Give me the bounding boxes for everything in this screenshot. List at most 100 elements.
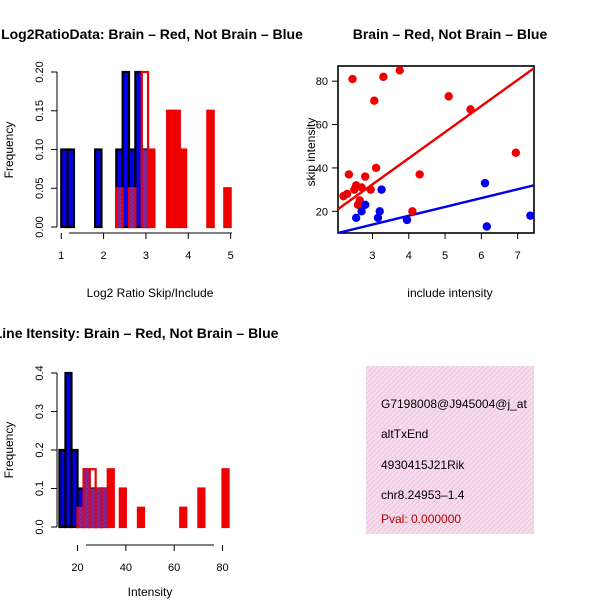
- y-tick-label: 0.10: [34, 139, 46, 160]
- intensity-histogram-title: Exon Line Itensity: Brain – Red, Not Bra…: [0, 325, 279, 341]
- point-brain: [415, 170, 424, 179]
- point-not-brain: [480, 178, 490, 188]
- y-tick-label: 0.15: [34, 100, 46, 121]
- y-tick-label: 0.00: [34, 216, 46, 237]
- ratio-x-label: Log2 Ratio Skip/Include: [87, 286, 214, 300]
- bar-overlap-hatch: [90, 488, 95, 527]
- y-tick-label: 0.0: [34, 519, 46, 534]
- intensity-x-ticks: 20 40 60 80: [71, 545, 229, 574]
- x-tick-label: 2: [101, 250, 107, 262]
- info-line-probe-id: G7198008@J945004@j_at: [381, 397, 527, 411]
- point-brain: [370, 96, 379, 105]
- scatter-points: [339, 66, 535, 231]
- bar-brain: [221, 468, 230, 529]
- x-tick-label: 20: [71, 562, 83, 574]
- bar-brain: [106, 468, 115, 529]
- x-tick-label: 4: [406, 250, 412, 262]
- x-tick-label: 1: [58, 250, 64, 262]
- point-brain: [357, 183, 366, 192]
- info-line-event-type: altTxEnd: [381, 427, 428, 441]
- point-not-brain: [377, 185, 386, 194]
- bar-not-brain: [94, 148, 103, 229]
- ratio-x-ticks: 1 2 3 4 5: [58, 233, 234, 262]
- y-tick-label: 20: [316, 206, 328, 218]
- scatter-title: Brain – Red, Not Brain – Blue: [353, 26, 548, 42]
- bar-brain: [197, 487, 206, 529]
- ratio-histogram-title: Log2RatioData: Brain – Red, Not Brain – …: [1, 26, 303, 42]
- scatter-y-ticks: 20 40 60 80: [316, 76, 338, 218]
- point-not-brain: [373, 213, 383, 223]
- info-pval: Pval: 0.000000: [381, 512, 461, 526]
- x-tick-label: 80: [216, 562, 228, 574]
- bar-overlap-hatch: [96, 488, 101, 527]
- point-brain: [361, 172, 370, 181]
- ratio-y-ticks: 0.00 0.05 0.10 0.15 0.20: [34, 61, 57, 238]
- intensity-histogram-bars: [58, 371, 230, 529]
- point-brain: [408, 207, 417, 216]
- fit-line-not-brain: [338, 184, 534, 233]
- scatter-x-ticks: 3 4 5 6 7: [369, 233, 521, 262]
- info-panel: G7198008@J945004@j_at altTxEnd 4930415J2…: [366, 366, 534, 534]
- point-brain: [371, 163, 381, 173]
- point-not-brain: [375, 207, 384, 216]
- y-tick-label: 80: [316, 76, 328, 88]
- y-tick-label: 0.20: [34, 61, 46, 82]
- bar-brain: [146, 148, 156, 229]
- info-panel-background: [366, 366, 534, 534]
- bar-overlap-hatch: [102, 488, 107, 527]
- point-brain: [395, 66, 404, 75]
- intensity-y-label: Frequency: [2, 422, 16, 479]
- intensity-x-label: Intensity: [128, 585, 173, 599]
- point-brain: [379, 72, 388, 82]
- x-tick-label: 40: [120, 562, 132, 574]
- point-brain: [511, 148, 521, 157]
- bar-brain: [206, 109, 215, 229]
- bar-not-brain: [66, 148, 76, 229]
- point-brain: [342, 189, 352, 199]
- point-not-brain: [361, 200, 370, 210]
- bar-brain: [136, 506, 146, 529]
- info-line-location: chr8.24953–1.4: [381, 488, 465, 502]
- ratio-histogram-bars: [60, 70, 232, 229]
- bar-brain: [118, 487, 127, 529]
- x-tick-label: 5: [442, 250, 448, 262]
- y-tick-label: 60: [316, 120, 328, 132]
- x-tick-label: 3: [143, 250, 149, 262]
- x-tick-label: 6: [478, 250, 484, 262]
- bar-overlap-hatch: [142, 149, 148, 227]
- bar-brain: [179, 506, 188, 529]
- point-not-brain: [402, 215, 412, 225]
- point-not-brain: [526, 211, 535, 220]
- x-tick-label: 5: [228, 250, 234, 262]
- y-tick-label: 0.1: [34, 481, 46, 496]
- scatter-plot-frame: [337, 65, 535, 234]
- point-brain: [366, 185, 375, 194]
- y-tick-label: 40: [316, 163, 328, 175]
- point-brain: [344, 170, 354, 179]
- bar-brain: [178, 148, 188, 229]
- intensity-y-ticks: 0.0 0.1 0.2 0.3 0.4: [34, 365, 57, 535]
- point-brain: [348, 74, 357, 84]
- ratio-y-label: Frequency: [2, 122, 16, 179]
- intensity-histogram: Exon Line Itensity: Brain – Red, Not Bra…: [0, 325, 279, 599]
- x-tick-label: 4: [185, 250, 191, 262]
- point-not-brain: [357, 207, 366, 216]
- bar-overlap-hatch: [130, 188, 135, 227]
- point-not-brain: [351, 213, 361, 223]
- ratio-histogram: Log2RatioData: Brain – Red, Not Brain – …: [1, 26, 303, 300]
- scatter-y-label: skip intensity: [304, 118, 318, 187]
- bar-overlap-hatch: [117, 188, 122, 227]
- y-tick-label: 0.3: [34, 404, 46, 419]
- y-tick-label: 0.05: [34, 178, 46, 199]
- bar-brain: [223, 187, 232, 229]
- y-tick-label: 0.2: [34, 442, 46, 457]
- info-line-gene: 4930415J21Rik: [381, 458, 465, 472]
- x-tick-label: 60: [168, 562, 180, 574]
- point-brain: [466, 105, 475, 114]
- x-tick-label: 3: [369, 250, 375, 262]
- point-not-brain: [482, 222, 492, 231]
- y-tick-label: 0.4: [34, 365, 46, 380]
- intensity-scatter: Brain – Red, Not Brain – Blue 3 4 5 6 7 20 40…: [304, 26, 547, 300]
- bar-overlap-hatch: [84, 469, 89, 527]
